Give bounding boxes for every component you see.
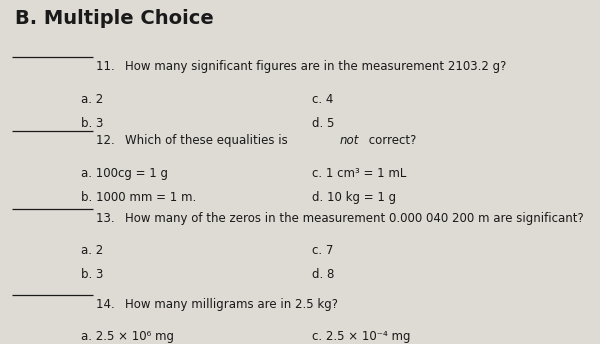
Text: How many of the zeros in the measurement 0.000 040 200 m are significant?: How many of the zeros in the measurement… xyxy=(125,212,584,225)
Text: B. Multiple Choice: B. Multiple Choice xyxy=(15,9,214,28)
Text: not: not xyxy=(340,134,359,147)
Text: c. 2.5 × 10⁻⁴ mg: c. 2.5 × 10⁻⁴ mg xyxy=(312,330,410,343)
Text: c. 4: c. 4 xyxy=(312,93,334,106)
Text: b. 1000 mm = 1 m.: b. 1000 mm = 1 m. xyxy=(81,191,196,204)
Text: 14.: 14. xyxy=(96,298,119,311)
Text: 12.: 12. xyxy=(96,134,119,147)
Text: a. 2.5 × 10⁶ mg: a. 2.5 × 10⁶ mg xyxy=(81,330,174,343)
Text: d. 8: d. 8 xyxy=(312,268,334,281)
Text: d. 5: d. 5 xyxy=(312,117,334,130)
Text: c. 7: c. 7 xyxy=(312,244,334,257)
Text: c. 1 cm³ = 1 mL: c. 1 cm³ = 1 mL xyxy=(312,167,406,180)
Text: How many significant figures are in the measurement 2103.2 g?: How many significant figures are in the … xyxy=(125,60,506,73)
Text: 13.: 13. xyxy=(96,212,118,225)
Text: a. 2: a. 2 xyxy=(81,244,103,257)
Text: How many milligrams are in 2.5 kg?: How many milligrams are in 2.5 kg? xyxy=(125,298,338,311)
Text: Which of these equalities is: Which of these equalities is xyxy=(125,134,292,147)
Text: a. 2: a. 2 xyxy=(81,93,103,106)
Text: correct?: correct? xyxy=(365,134,416,147)
Text: a. 100cg = 1 g: a. 100cg = 1 g xyxy=(81,167,168,180)
Text: d. 10 kg = 1 g: d. 10 kg = 1 g xyxy=(312,191,396,204)
Text: b. 3: b. 3 xyxy=(81,117,103,130)
Text: b. 3: b. 3 xyxy=(81,268,103,281)
Text: 11.: 11. xyxy=(96,60,119,73)
